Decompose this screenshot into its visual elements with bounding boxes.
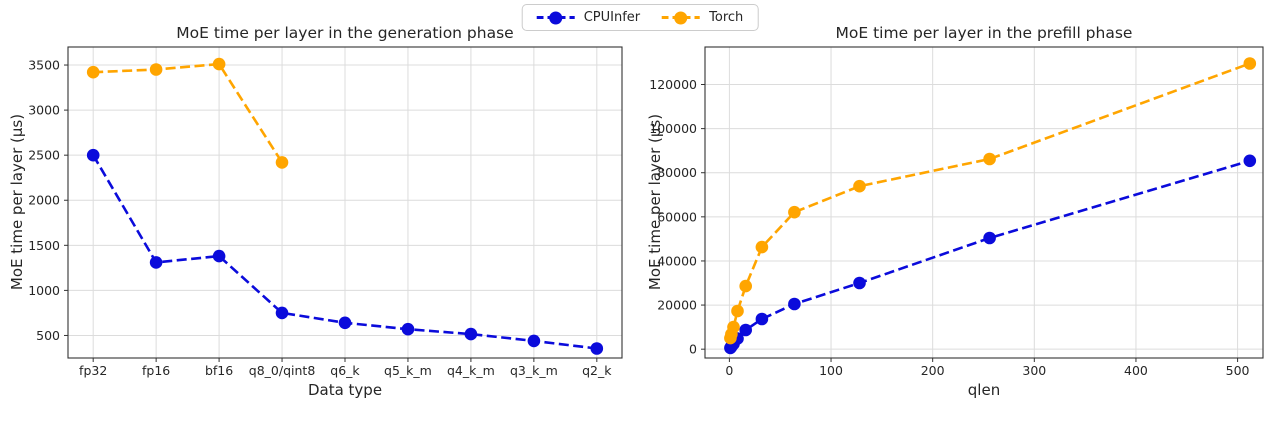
x-tick-label: q5_k_m xyxy=(384,363,432,378)
y-tick-label: 1500 xyxy=(28,238,60,253)
data-point-cpuinfer xyxy=(401,322,415,336)
x-tick-label: 200 xyxy=(921,363,945,378)
legend-label-cpuinfer: CPUInfer xyxy=(583,10,641,25)
x-tick-label: 500 xyxy=(1226,363,1250,378)
y-tick-label: 0 xyxy=(689,342,697,357)
data-point-cpuinfer xyxy=(212,249,226,263)
y-tick-label: 3000 xyxy=(28,103,60,118)
y-tick-label: 20000 xyxy=(657,298,697,313)
x-tick-label: q8_0/qint8 xyxy=(249,363,316,378)
data-point-cpuinfer xyxy=(464,327,478,341)
x-tick-label: q2_k xyxy=(582,363,612,378)
data-point-cpuinfer xyxy=(527,334,541,348)
plot-border xyxy=(704,46,1264,359)
y-tick-label: 120000 xyxy=(649,77,697,92)
generation-chart-title: MoE time per layer in the generation pha… xyxy=(176,24,514,42)
y-tick-label: 100000 xyxy=(649,121,697,136)
y-tick-label: 2500 xyxy=(28,148,60,163)
legend-item-cpuinfer: CPUInfer xyxy=(536,10,641,25)
x-tick-label: 300 xyxy=(1022,363,1046,378)
data-point-cpuinfer xyxy=(788,297,801,311)
data-point-torch xyxy=(788,205,801,219)
legend-line-sample-cpuinfer xyxy=(536,11,575,24)
data-point-torch xyxy=(149,63,163,76)
y-tick-label: 40000 xyxy=(657,253,697,268)
x-tick-label: 0 xyxy=(725,363,733,378)
prefill-x-axis-label: qlen xyxy=(967,381,1001,399)
x-tick-label: bf16 xyxy=(205,363,233,378)
data-point-torch xyxy=(739,279,752,293)
data-point-cpuinfer xyxy=(739,323,752,337)
data-point-torch xyxy=(86,65,100,79)
prefill-y-axis-label: MoE time per layer (μs) xyxy=(646,113,664,291)
x-tick-label: fp32 xyxy=(79,363,107,378)
series-line-cpuinfer xyxy=(729,159,1251,349)
data-point-torch xyxy=(755,240,769,254)
data-point-cpuinfer xyxy=(86,148,100,162)
generation-y-axis-label: MoE time per layer (μs) xyxy=(8,113,26,291)
data-point-cpuinfer xyxy=(590,342,604,355)
legend-marker-torch xyxy=(674,11,688,24)
x-tick-label: 100 xyxy=(819,363,843,378)
data-point-cpuinfer xyxy=(1243,154,1257,168)
legend-line-sample-torch xyxy=(662,11,701,24)
data-point-torch xyxy=(1243,57,1257,70)
legend: CPUInfer Torch xyxy=(521,4,759,31)
data-point-torch xyxy=(212,57,226,71)
data-point-cpuinfer xyxy=(983,231,996,245)
x-tick-label: fp16 xyxy=(142,363,170,378)
x-tick-label: q4_k_m xyxy=(447,363,495,378)
data-point-torch xyxy=(727,320,740,334)
x-tick-label: q6_k xyxy=(330,363,360,378)
data-point-torch xyxy=(731,304,744,318)
data-point-cpuinfer xyxy=(275,306,289,320)
legend-marker-cpuinfer xyxy=(549,11,563,24)
generation-x-axis-label: Data type xyxy=(307,381,383,399)
y-tick-label: 2000 xyxy=(28,193,60,208)
data-point-cpuinfer xyxy=(338,316,352,330)
series-line-torch xyxy=(93,62,284,164)
prefill-chart-title: MoE time per layer in the prefill phase xyxy=(835,24,1133,42)
x-tick-label: q3_k_m xyxy=(510,363,558,378)
data-point-torch xyxy=(983,152,996,166)
data-point-cpuinfer xyxy=(149,256,163,269)
series-line-torch xyxy=(729,62,1251,339)
y-tick-label: 1000 xyxy=(28,283,60,298)
y-tick-label: 3500 xyxy=(28,58,60,73)
legend-label-torch: Torch xyxy=(709,10,744,25)
data-point-cpuinfer xyxy=(755,312,769,326)
data-point-torch xyxy=(275,156,289,169)
legend-item-torch: Torch xyxy=(662,10,743,25)
y-tick-label: 500 xyxy=(36,328,60,343)
data-point-torch xyxy=(853,179,866,193)
x-tick-label: 400 xyxy=(1124,363,1148,378)
data-point-cpuinfer xyxy=(853,276,866,290)
y-tick-label: 80000 xyxy=(657,165,697,180)
y-tick-label: 60000 xyxy=(657,209,697,224)
